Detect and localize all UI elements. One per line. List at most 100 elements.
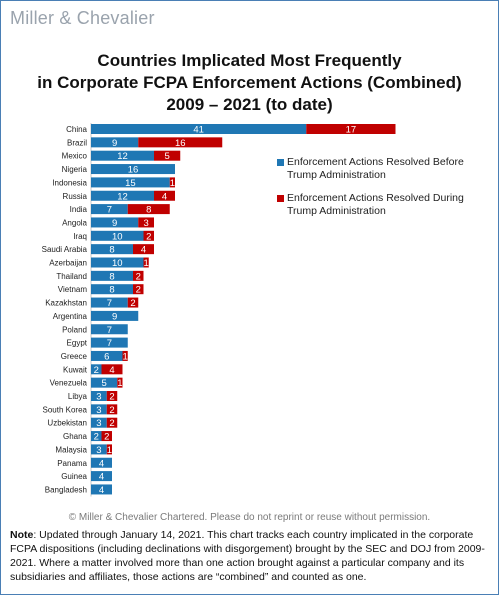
category-label: South Korea <box>43 405 88 414</box>
bar-during <box>143 230 154 241</box>
chart-title-line-3: 2009 – 2021 (to date) <box>166 95 333 114</box>
data-label-before: 16 <box>128 165 139 176</box>
bar-during <box>133 270 144 281</box>
data-label-before: 3 <box>96 405 101 416</box>
bar-before <box>91 124 307 134</box>
bar-before <box>91 350 123 361</box>
legend-entry-during: Enforcement Actions Resolved During Trump… <box>287 192 464 217</box>
data-label-before: 7 <box>107 298 112 309</box>
data-label-before: 8 <box>109 285 114 296</box>
category-label: Brazil <box>67 138 87 147</box>
data-label-during: 2 <box>109 392 114 403</box>
data-label-before: 7 <box>107 338 112 349</box>
data-label-before: 8 <box>109 271 114 282</box>
data-label-before: 9 <box>112 311 117 322</box>
category-label: China <box>66 125 87 134</box>
data-label-before: 41 <box>193 125 204 136</box>
category-label: Guinea <box>61 472 87 481</box>
data-label-before: 9 <box>112 218 117 229</box>
bar-before <box>91 190 154 201</box>
bar-before <box>91 444 107 455</box>
data-label-before: 4 <box>99 485 104 496</box>
legend-swatch-during <box>277 195 284 202</box>
logo: Miller & Chevalier <box>10 8 155 28</box>
bar-before <box>91 337 128 348</box>
bar-during <box>138 217 154 228</box>
category-label: Saudi Arabia <box>42 245 88 254</box>
data-label-during: 2 <box>146 231 151 242</box>
category-label: Angola <box>62 218 87 227</box>
bar-during <box>122 350 128 361</box>
data-label-during: 4 <box>109 365 114 376</box>
category-label: Mexico <box>62 152 88 161</box>
data-label-before: 7 <box>107 205 112 216</box>
data-label-before: 12 <box>117 191 128 202</box>
category-label: Kuwait <box>63 365 88 374</box>
bar-before <box>91 404 107 415</box>
data-label-during: 2 <box>104 432 109 443</box>
bar-before <box>91 391 107 401</box>
bar-before <box>91 324 128 335</box>
bar-during <box>101 431 112 442</box>
data-label-during: 4 <box>141 245 146 256</box>
bar-during <box>106 444 112 455</box>
bar-during <box>133 244 154 255</box>
legend-entry-before: Enforcement Actions Resolved Before Trump… <box>287 156 464 181</box>
data-label-before: 3 <box>96 445 101 456</box>
category-label: Poland <box>62 325 87 334</box>
bar-before <box>91 270 133 281</box>
bar-before <box>91 204 128 215</box>
data-label-before: 6 <box>104 351 109 362</box>
category-label: Panama <box>57 459 87 468</box>
bar-during <box>117 377 123 388</box>
data-label-during: 2 <box>130 298 135 309</box>
data-label-before: 15 <box>125 178 136 189</box>
chart-title-line-2: in Corporate FCPA Enforcement Actions (C… <box>37 73 462 92</box>
data-label-before: 7 <box>107 325 112 336</box>
chart-title-line-1: Countries Implicated Most Frequently <box>97 51 402 70</box>
category-label: Bangladesh <box>45 485 87 494</box>
data-label-before: 2 <box>94 365 99 376</box>
bar-before <box>91 471 112 482</box>
data-label-before: 12 <box>117 151 128 162</box>
bar-before <box>91 137 139 148</box>
bar-during <box>101 364 123 375</box>
bar-during <box>127 204 170 215</box>
bar-during <box>154 190 175 201</box>
bar-before <box>91 244 133 255</box>
data-label-during: 3 <box>143 218 148 229</box>
legend-swatch-before <box>277 159 284 166</box>
copyright-notice: © Miller & Chevalier Chartered. Please d… <box>68 512 431 523</box>
data-label-during: 1 <box>117 378 122 389</box>
category-label: Ghana <box>63 432 88 441</box>
category-label: Thailand <box>56 272 87 281</box>
bar-during <box>143 257 149 268</box>
data-label-during: 2 <box>136 285 141 296</box>
data-label-during: 8 <box>146 205 151 216</box>
note-label: Note <box>10 529 34 541</box>
bar-before <box>91 284 133 295</box>
note-text: : Updated through January 14, 2021. This… <box>10 529 485 583</box>
data-label-before: 4 <box>99 472 104 483</box>
footnote: Note: Updated through January 14, 2021. … <box>10 528 490 584</box>
data-label-during: 1 <box>143 258 148 269</box>
data-label-before: 9 <box>112 138 117 149</box>
bar-before <box>91 484 112 495</box>
bar-during <box>106 391 118 401</box>
bar-during <box>138 137 223 148</box>
bar-before <box>91 297 128 308</box>
category-label: Azerbaijan <box>49 259 87 268</box>
category-label: Greece <box>61 352 88 361</box>
data-label-before: 10 <box>112 258 123 269</box>
data-label-during: 1 <box>122 351 127 362</box>
bar-during <box>169 177 175 188</box>
category-label: Venezuela <box>50 379 88 388</box>
bar-during <box>127 297 139 308</box>
bar-before <box>91 377 118 388</box>
data-label-during: 1 <box>170 178 175 189</box>
category-label: Vietnam <box>58 285 88 294</box>
bar-before <box>91 417 107 428</box>
category-label: Nigeria <box>62 165 88 174</box>
category-label: Russia <box>63 192 88 201</box>
